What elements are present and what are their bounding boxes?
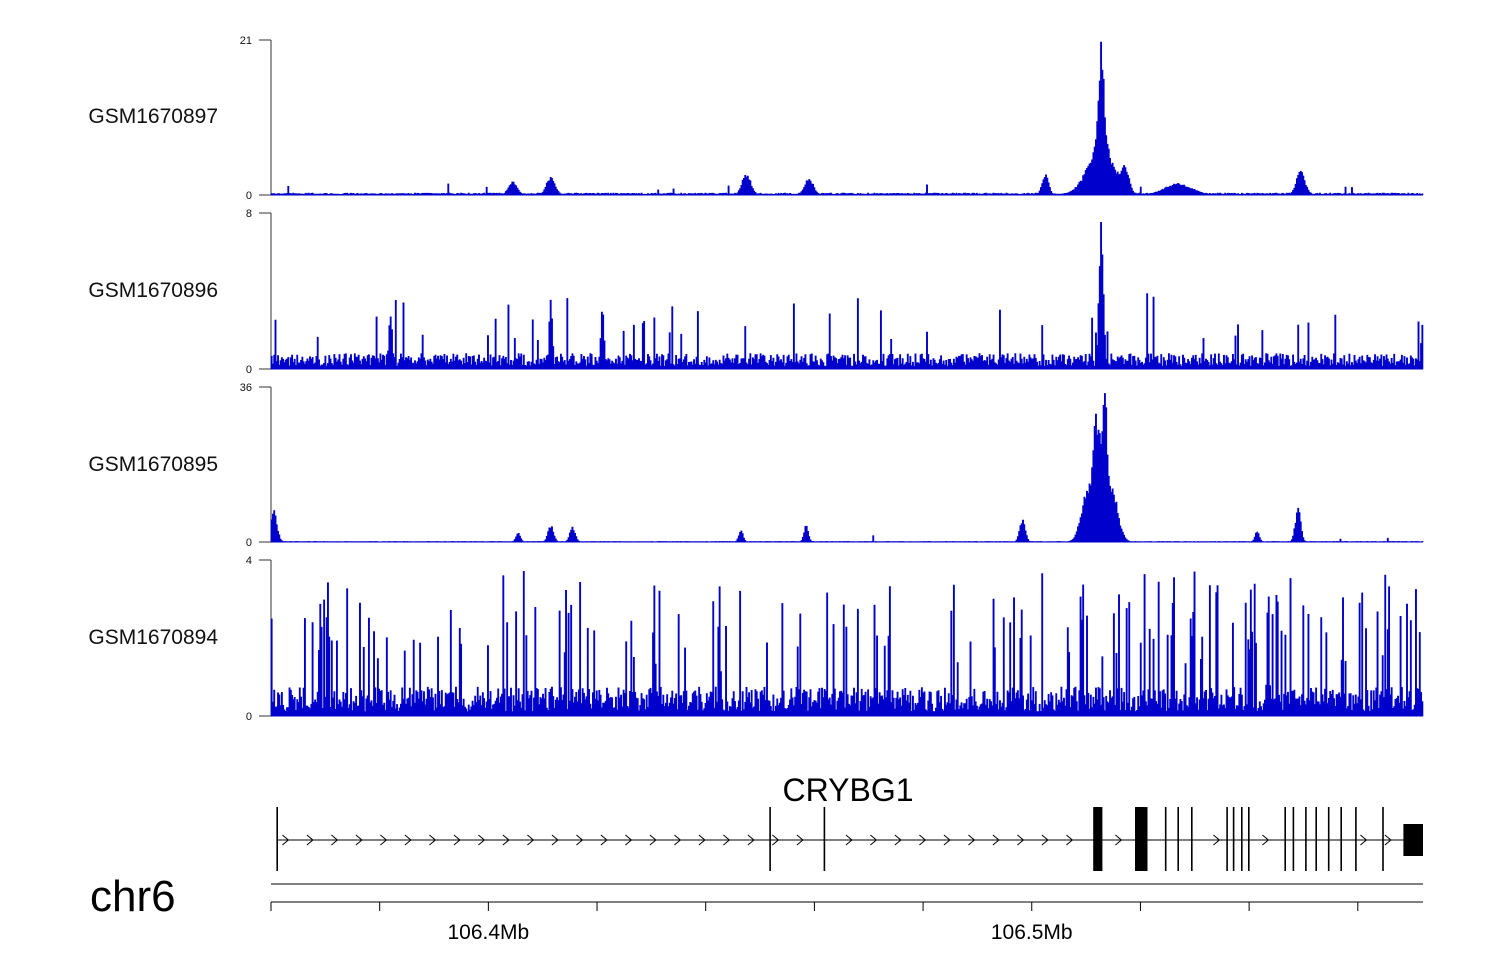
gene-exon — [1232, 807, 1235, 871]
strand-arrow — [772, 834, 780, 846]
track-label: GSM1670894 — [88, 626, 218, 649]
gene-exon — [769, 807, 771, 871]
coverage-area-GSM1670897 — [270, 41, 1424, 196]
gene-exon — [1248, 807, 1250, 871]
strand-arrow — [796, 834, 804, 846]
gene-exon — [276, 807, 278, 871]
strand-arrow — [894, 834, 902, 846]
strand-arrow — [1384, 834, 1392, 846]
strand-arrow — [870, 834, 878, 846]
strand-arrow — [649, 834, 657, 846]
strand-arrow — [1066, 834, 1074, 846]
strand-arrow — [527, 834, 535, 846]
gene-exon — [1093, 807, 1103, 871]
strand-arrow — [429, 834, 437, 846]
track-GSM1670897: GSM1670897 21 0 — [88, 35, 1424, 202]
y-axis-min-label: 0 — [246, 711, 252, 723]
strand-arrow — [355, 834, 363, 846]
genome-axis: 106.4Mb 106.5Mb — [270, 883, 1423, 944]
gene-exon — [1327, 807, 1330, 871]
gene-track: CRYBG1 — [276, 772, 1423, 871]
strand-arrow — [282, 834, 290, 846]
chromosome-label: chr6 — [90, 872, 176, 921]
gene-exon — [1305, 807, 1307, 871]
strand-arrow — [919, 834, 927, 846]
gene-model — [276, 807, 1423, 871]
gene-exon — [1226, 807, 1228, 871]
gene-exon — [1164, 807, 1167, 871]
axis-tick-label: 106.4Mb — [447, 921, 529, 944]
strand-arrow — [306, 834, 314, 846]
strand-arrow — [674, 834, 682, 846]
strand-arrow — [625, 834, 633, 846]
track-label: GSM1670895 — [88, 453, 218, 476]
strand-arrow — [576, 834, 584, 846]
strand-arrow — [1041, 834, 1049, 846]
y-axis-max-label: 21 — [240, 35, 252, 47]
gene-exon — [1284, 807, 1286, 871]
strand-arrow — [723, 834, 731, 846]
gene-exon — [1340, 807, 1342, 871]
strand-arrow — [698, 834, 706, 846]
track-GSM1670894: GSM1670894 4 0 — [88, 555, 1424, 723]
gene-exon — [1177, 807, 1179, 871]
gene-exon — [1241, 807, 1243, 871]
y-axis-min-label: 0 — [246, 537, 252, 549]
strand-arrow — [1360, 834, 1368, 846]
strand-arrow — [600, 834, 608, 846]
gene-exon — [1191, 807, 1193, 871]
strand-arrow — [747, 834, 755, 846]
y-axis-max-label: 8 — [246, 208, 252, 220]
strand-arrow — [1213, 834, 1221, 846]
y-axis-max-label: 36 — [240, 382, 252, 394]
strand-arrow — [551, 834, 559, 846]
strand-arrow — [845, 834, 853, 846]
gene-exon — [1292, 807, 1295, 871]
coverage-area-GSM1670895 — [270, 393, 1424, 543]
track-label: GSM1670896 — [88, 279, 218, 302]
strand-arrow — [1262, 834, 1270, 846]
gene-exon — [823, 807, 826, 871]
strand-arrow — [478, 834, 486, 846]
gene-name-label: CRYBG1 — [782, 772, 913, 808]
y-axis-min-label: 0 — [246, 190, 252, 202]
gene-exon — [1355, 807, 1357, 871]
strand-arrow — [502, 834, 510, 846]
strand-arrow — [331, 834, 339, 846]
strand-arrow — [404, 834, 412, 846]
track-GSM1670895: GSM1670895 36 0 — [88, 382, 1424, 549]
coverage-area-GSM1670896 — [270, 222, 1424, 370]
y-axis-max-label: 4 — [246, 555, 252, 567]
strand-arrow — [968, 834, 976, 846]
axis-tick-label: 106.5Mb — [991, 921, 1073, 944]
strand-arrow — [992, 834, 1000, 846]
coverage-tracks: GSM1670897210GSM167089680GSM1670895360GS… — [88, 35, 1424, 723]
strand-arrow — [380, 834, 388, 846]
track-GSM1670896: GSM1670896 8 0 — [88, 208, 1424, 376]
gene-exon — [1403, 824, 1423, 856]
y-axis-min-label: 0 — [246, 364, 252, 376]
strand-arrow — [1115, 834, 1123, 846]
strand-arrow — [1017, 834, 1025, 846]
strand-arrow — [943, 834, 951, 846]
track-label: GSM1670897 — [88, 105, 218, 128]
gene-exon — [1315, 807, 1317, 871]
coverage-area-GSM1670894 — [270, 571, 1424, 717]
gene-exon — [1382, 807, 1384, 871]
strand-arrow — [453, 834, 461, 846]
gene-exon — [1135, 807, 1148, 871]
